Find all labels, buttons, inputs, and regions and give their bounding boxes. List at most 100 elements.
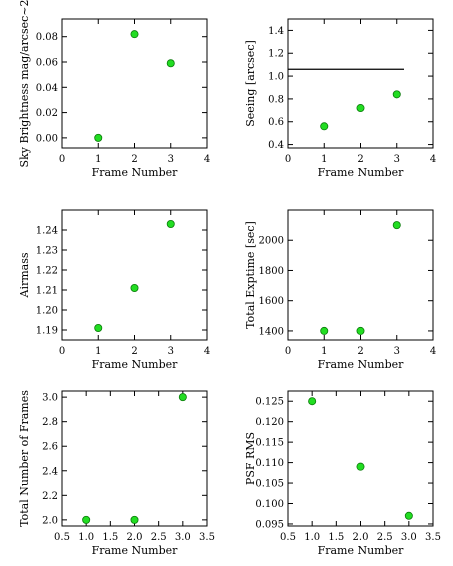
y-tick-label: 3.0 [42,393,58,404]
x-tick-label: 4 [430,346,436,357]
y-tick-label: 0.105 [255,479,284,490]
y-tick-label: 1.20 [36,306,58,317]
x-tick-label: 0 [285,346,291,357]
y-tick-label: 1.24 [36,226,58,237]
x-tick-label: 1 [95,154,101,165]
chart-panel-3: 0 1 2 3 4 1.19 1.20 1.21 1.22 1.23 1.24 Frame Numbe… [18,209,210,371]
y-tick-label: 2000 [259,236,284,247]
x-tick-label: 3.5 [425,532,441,543]
data-point [320,326,329,335]
x-tick-label: 0 [59,346,65,357]
data-point [392,90,401,99]
plot-frame [61,390,208,527]
plot-frame [61,18,208,149]
x-axis-label: Frame Number [92,358,179,371]
y-tick-label: 1.21 [36,286,58,297]
y-axis-label: Total Number of Frames [18,390,31,527]
data-point [356,326,365,335]
chart-panel-2: 0 1 2 3 4 0.4 0.6 0.8 1.0 1.2 1.4 Frame Number Seein… [244,18,436,179]
x-axis-label: Frame Number [318,358,405,371]
x-axis-label: Frame Number [318,166,405,179]
y-tick-label: 1.23 [36,246,58,257]
x-tick-label: 3 [168,154,174,165]
y-axis-label: Sky Brightness mag/arcsec~2 [18,0,31,167]
y-tick-label: 0.08 [36,32,58,43]
y-tick-label: 2.4 [42,466,58,477]
y-axis-label: Seeing [arcsec] [244,40,257,127]
plot-frame [287,18,434,149]
x-tick-label: 4 [430,154,436,165]
x-axis-label: Frame Number [92,166,179,179]
x-tick-label: 2.0 [127,532,143,543]
y-tick-label: 1.4 [268,26,284,37]
x-tick-label: 1.0 [78,532,94,543]
y-tick-label: 0.4 [268,140,284,151]
y-tick-label: 2.2 [42,491,58,502]
x-tick-label: 1 [95,346,101,357]
x-tick-label: 4 [204,346,210,357]
x-tick-label: 3.5 [199,532,215,543]
x-tick-label: 0 [59,154,65,165]
x-tick-label: 0.5 [280,532,296,543]
y-tick-label: 2.8 [42,417,58,428]
chart-panel-5: 0.5 1.0 1.5 2.0 2.5 3.0 3.52.02.22.42.62.83.0F… [18,390,215,557]
x-tick-label: 2.5 [151,532,167,543]
y-tick-label: 1.0 [268,72,284,83]
x-tick-label: 2.0 [353,532,369,543]
x-tick-label: 2 [357,346,363,357]
x-tick-label: 1.5 [102,532,118,543]
y-tick-label: 0.125 [255,397,284,408]
y-tick-label: 1.22 [36,266,58,277]
x-tick-label: 3 [168,346,174,357]
y-axis-label: PSF RMS [244,432,257,485]
x-tick-label: 1.5 [328,532,344,543]
data-point [392,221,401,230]
x-tick-label: 3 [394,154,400,165]
x-tick-label: 0 [285,154,291,165]
x-tick-label: 1 [321,154,327,165]
x-tick-label: 2 [131,346,137,357]
y-tick-label: 0.00 [36,133,58,144]
data-point [166,59,175,68]
data-point [320,122,329,131]
y-tick-label: 0.8 [268,94,284,105]
plot-frame [287,390,434,527]
x-tick-label: 0.5 [54,532,70,543]
y-tick-label: 0.100 [255,499,284,510]
plot-frame [287,209,434,341]
y-tick-label: 1.19 [36,326,58,337]
chart-panel-4: 0 1 2 3 4 1400 1600 1800 2000 Frame Number Total E… [244,209,436,371]
x-tick-label: 2.5 [377,532,393,543]
data-point [94,323,103,332]
y-tick-label: 0.02 [36,108,58,119]
x-tick-label: 3.0 [175,532,191,543]
chart-panel-6: 0.5 1.0 1.5 2.0 2.5 3.0 3.5 0.095 0.100 0.105 0.11… [244,390,441,557]
y-tick-label: 0.120 [255,417,284,428]
data-point [404,511,413,520]
y-tick-label: 1800 [259,266,284,277]
data-point [178,393,187,402]
data-point [82,515,91,524]
y-axis-label: Airmass [18,252,31,298]
x-axis-label: Frame Number [92,544,179,557]
x-tick-label: 1 [321,346,327,357]
y-tick-label: 0.06 [36,58,58,69]
x-tick-label: 3 [394,346,400,357]
x-tick-label: 2 [131,154,137,165]
y-tick-label: 1.2 [268,49,284,60]
chart-panel-1: 0 1 2 3 4 0.00 0.02 0.04 0.06 0.08 Frame Number Sky… [18,0,210,179]
x-tick-label: 1.0 [304,532,320,543]
data-point [130,30,139,39]
data-point [166,219,175,228]
y-tick-label: 1600 [259,296,284,307]
x-axis-label: Frame Number [318,544,405,557]
y-tick-label: 2.6 [42,442,58,453]
data-point [94,133,103,142]
y-tick-label: 0.110 [255,458,284,469]
data-point [130,283,139,292]
data-point [130,515,139,524]
data-point [356,104,365,113]
x-tick-label: 4 [204,154,210,165]
y-tick-label: 0.6 [268,117,284,128]
